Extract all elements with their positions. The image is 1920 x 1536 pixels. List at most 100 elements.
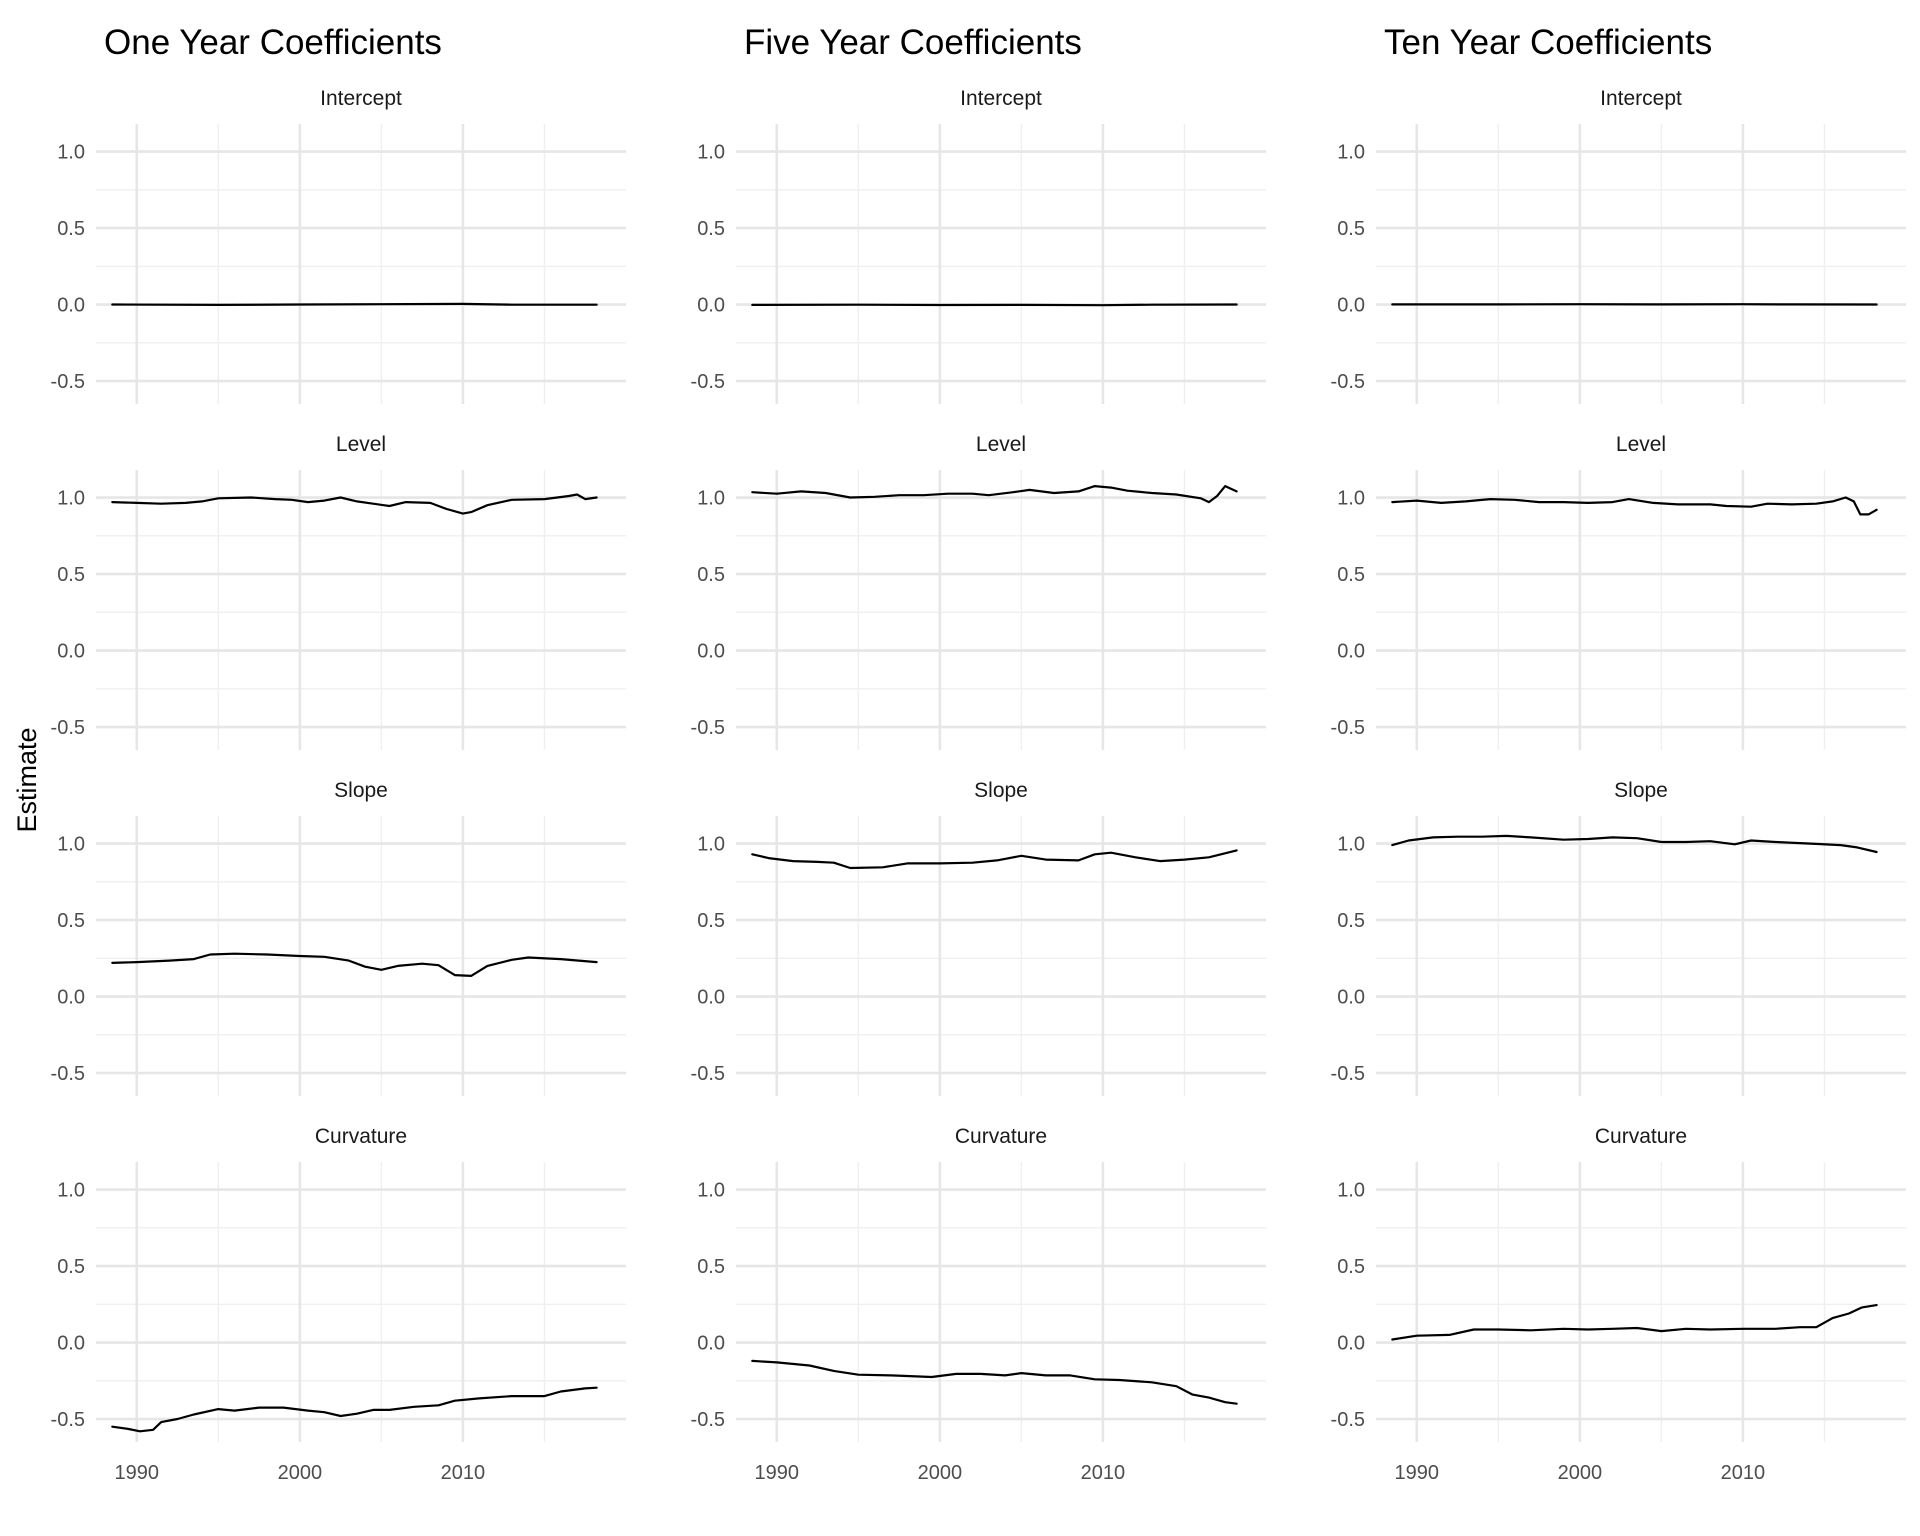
y-tick-label: -0.5: [51, 1063, 85, 1085]
y-tick-label: 1.0: [57, 834, 85, 856]
y-tick-label: -0.5: [691, 717, 725, 739]
x-tick-label: 2010: [1721, 1462, 1766, 1484]
facet-panel: Intercept 1.0 0.5 0.0 -0.5: [1331, 87, 1906, 404]
estimate-line: [111, 493, 598, 515]
y-tick-label: 0.0: [57, 295, 85, 317]
facet-strip-label: Intercept: [1600, 87, 1682, 110]
y-tick-label: -0.5: [1331, 1063, 1365, 1085]
y-tick-label: 1.0: [1337, 142, 1365, 164]
y-tick-label: 0.0: [57, 641, 85, 663]
y-tick-label: 1.0: [697, 142, 725, 164]
y-tick-label: -0.5: [691, 1063, 725, 1085]
facet-panel: Slope 1.0 0.5 0.0 -0.5: [51, 779, 626, 1096]
chart-column-1: One Year Coefficients Intercept 1.0 0.5 0.0 -…: [51, 23, 626, 1484]
y-tick-label: 0.5: [1337, 564, 1365, 586]
y-tick-label: 1.0: [57, 142, 85, 164]
facet-strip-label: Intercept: [960, 87, 1042, 110]
chart-column-3: Ten Year Coefficients Intercept 1.0 0.5 0.0 -…: [1331, 23, 1906, 1484]
y-tick-label: 0.5: [1337, 1256, 1365, 1278]
facet-strip-label: Slope: [334, 779, 388, 802]
chart-column-2: Five Year Coefficients Intercept 1.0 0.5 0.0…: [691, 23, 1266, 1484]
x-tick-label: 2010: [441, 1462, 486, 1484]
facet-panel: Intercept 1.0 0.5 0.0 -0.5: [51, 87, 626, 404]
y-tick-label: -0.5: [1331, 371, 1365, 393]
y-tick-label: 1.0: [697, 1180, 725, 1202]
estimate-line: [751, 849, 1238, 870]
x-tick-label: 1990: [755, 1462, 800, 1484]
y-tick-label: -0.5: [691, 371, 725, 393]
y-tick-label: 0.0: [1337, 987, 1365, 1009]
estimate-line: [751, 1359, 1238, 1405]
y-tick-label: 0.0: [57, 1333, 85, 1355]
facet-strip-label: Slope: [974, 779, 1028, 802]
facet-strip-label: Slope: [1614, 779, 1668, 802]
estimate-line: [1391, 834, 1878, 854]
y-tick-label: 0.0: [1337, 641, 1365, 663]
facet-panel: Curvature 1.0 0.5 0.0 -0.5 1990 2000 2010: [1331, 1125, 1906, 1484]
x-tick-label: 2000: [278, 1462, 323, 1484]
estimate-line: [1391, 496, 1878, 516]
y-tick-label: 0.5: [1337, 218, 1365, 240]
estimate-line: [111, 952, 598, 977]
x-tick-label: 2000: [918, 1462, 963, 1484]
facet-strip-label: Level: [336, 433, 386, 456]
y-tick-label: 1.0: [1337, 834, 1365, 856]
estimate-line: [111, 1386, 598, 1433]
y-tick-label: 0.5: [697, 218, 725, 240]
y-tick-label: -0.5: [691, 1409, 725, 1431]
y-tick-label: 0.0: [697, 987, 725, 1009]
estimate-line: [111, 302, 598, 306]
y-tick-label: 0.5: [57, 564, 85, 586]
facet-panel: Intercept 1.0 0.5 0.0 -0.5: [691, 87, 1266, 404]
y-tick-label: -0.5: [51, 717, 85, 739]
facet-strip-label: Level: [1616, 433, 1666, 456]
y-tick-label: 0.0: [697, 1333, 725, 1355]
facet-strip-label: Curvature: [315, 1125, 407, 1148]
y-tick-label: 0.5: [57, 1256, 85, 1278]
facet-strip-label: Intercept: [320, 87, 402, 110]
x-tick-label: 2010: [1081, 1462, 1126, 1484]
y-tick-label: 0.5: [697, 564, 725, 586]
facet-panel: Level 1.0 0.5 0.0 -0.5: [691, 433, 1266, 750]
y-tick-label: 1.0: [57, 488, 85, 510]
y-tick-label: -0.5: [1331, 717, 1365, 739]
y-tick-label: 1.0: [697, 834, 725, 856]
y-tick-label: 0.0: [697, 641, 725, 663]
facet-panel: Curvature 1.0 0.5 0.0 -0.5 1990 2000 2010: [51, 1125, 626, 1484]
y-tick-label: 1.0: [1337, 488, 1365, 510]
y-tick-label: 0.0: [1337, 1333, 1365, 1355]
y-tick-label: 0.5: [697, 910, 725, 932]
facet-panel: Slope 1.0 0.5 0.0 -0.5: [1331, 779, 1906, 1096]
x-tick-label: 2000: [1558, 1462, 1603, 1484]
y-tick-label: 0.5: [57, 910, 85, 932]
facet-panel: Slope 1.0 0.5 0.0 -0.5: [691, 779, 1266, 1096]
y-tick-label: 0.5: [697, 1256, 725, 1278]
facet-panel: Curvature 1.0 0.5 0.0 -0.5 1990 2000 2010: [691, 1125, 1266, 1484]
facet-strip-label: Curvature: [1595, 1125, 1687, 1148]
y-axis-label: Estimate: [12, 727, 42, 832]
y-tick-label: 0.0: [697, 295, 725, 317]
estimate-line: [751, 485, 1238, 504]
estimate-line: [1391, 1304, 1878, 1341]
y-tick-label: 0.5: [1337, 910, 1365, 932]
y-tick-label: 0.0: [57, 987, 85, 1009]
y-tick-label: 0.5: [57, 218, 85, 240]
column-title: Ten Year Coefficients: [1384, 23, 1712, 62]
facet-strip-label: Curvature: [955, 1125, 1047, 1148]
y-tick-label: 0.0: [1337, 295, 1365, 317]
y-tick-label: 1.0: [697, 488, 725, 510]
facet-panel: Level 1.0 0.5 0.0 -0.5: [51, 433, 626, 750]
facet-panel: Level 1.0 0.5 0.0 -0.5: [1331, 433, 1906, 750]
facet-strip-label: Level: [976, 433, 1026, 456]
column-title: One Year Coefficients: [104, 23, 442, 62]
y-tick-label: 1.0: [1337, 1180, 1365, 1202]
y-tick-label: -0.5: [51, 1409, 85, 1431]
estimate-line: [751, 303, 1238, 307]
x-tick-label: 1990: [115, 1462, 160, 1484]
column-title: Five Year Coefficients: [744, 23, 1082, 62]
x-tick-label: 1990: [1395, 1462, 1440, 1484]
y-tick-label: 1.0: [57, 1180, 85, 1202]
y-tick-label: -0.5: [51, 371, 85, 393]
y-tick-label: -0.5: [1331, 1409, 1365, 1431]
